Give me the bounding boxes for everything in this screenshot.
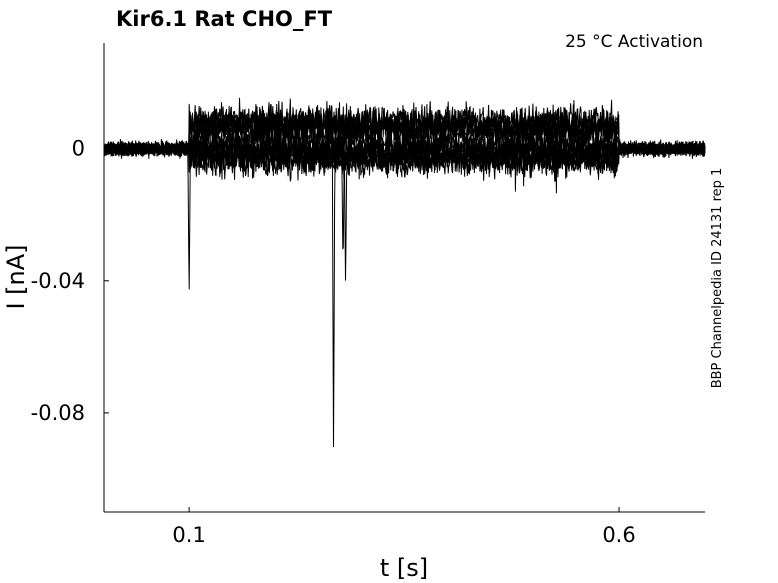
y-tick-label: -0.08 bbox=[31, 401, 85, 425]
current-trace bbox=[103, 98, 706, 158]
condition-label: 25 °C Activation bbox=[565, 32, 703, 52]
x-tick-label: 0.6 bbox=[602, 523, 635, 547]
y-tick-label: -0.04 bbox=[31, 269, 85, 293]
x-tick-label: 0.1 bbox=[172, 523, 205, 547]
y-axis-label: I [nA] bbox=[2, 244, 30, 309]
y-ticks: 0 -0.04 -0.08 bbox=[31, 137, 109, 425]
chart-title: Kir6.1 Rat CHO_FT bbox=[116, 7, 333, 31]
y-tick-label: 0 bbox=[72, 137, 85, 161]
x-axis-label: t [s] bbox=[380, 554, 428, 582]
x-ticks: 0.1 0.6 bbox=[172, 507, 636, 547]
current-trace bbox=[103, 134, 706, 194]
source-id-label: BBP Channelpedia ID 24131 rep 1 bbox=[710, 168, 725, 389]
current-trace bbox=[103, 136, 706, 182]
current-trace bbox=[103, 132, 706, 448]
current-traces bbox=[103, 97, 706, 448]
